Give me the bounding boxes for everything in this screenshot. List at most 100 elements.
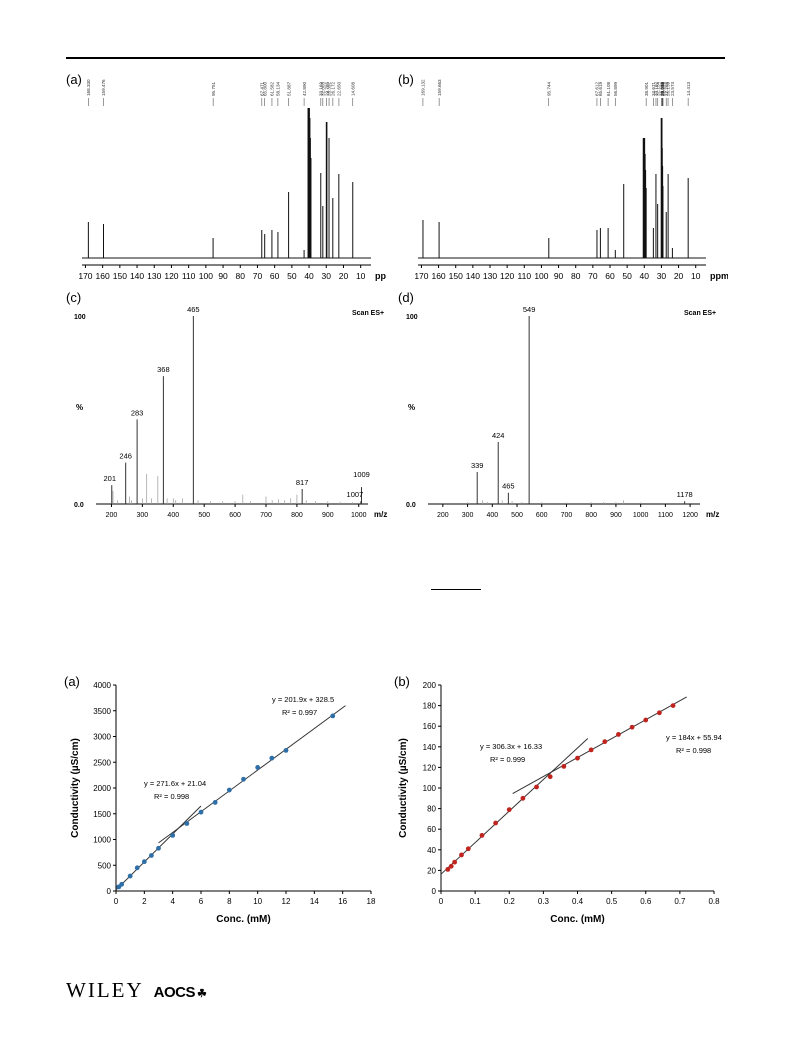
x-tick-label: 14 <box>310 897 319 906</box>
peak-label: 38.901 <box>644 82 649 96</box>
peak-label: 29.918 <box>659 82 664 96</box>
peak-label: 159.476 <box>101 79 106 96</box>
y-tick-label: 120 <box>423 763 437 772</box>
x-tick-label: 10 <box>356 271 366 281</box>
data-point <box>241 776 246 782</box>
peak-label: 26.172 <box>331 82 336 96</box>
x-tick-label: 30 <box>657 271 667 281</box>
fit-equation-low: y = 306.3x + 16.33 <box>480 742 542 751</box>
data-point <box>269 755 275 761</box>
x-tick-label: 90 <box>554 271 564 281</box>
y-tick-label: 20 <box>427 866 436 875</box>
data-point <box>283 748 289 753</box>
x-tick-label: 400 <box>167 512 179 519</box>
y-axis-top-label: 100 <box>74 314 86 321</box>
peak-label: 1009 <box>353 470 370 479</box>
x-tick-label: 40 <box>304 271 314 281</box>
data-point <box>616 732 621 737</box>
data-point <box>170 832 176 838</box>
peak-label: 549 <box>523 305 536 314</box>
data-point <box>670 703 676 708</box>
data-point <box>465 846 471 852</box>
x-axis-label: Conc. (mM) <box>550 914 604 925</box>
data-point <box>156 845 161 851</box>
peak-label: 33.182 <box>654 82 659 96</box>
y-tick-label: 140 <box>423 743 437 752</box>
x-axis-unit: ppm <box>375 271 386 281</box>
panel-label: (d) <box>398 290 414 305</box>
x-tick-label: 8 <box>227 897 232 906</box>
data-point <box>479 832 485 838</box>
data-point <box>255 765 261 770</box>
conductivity-chart-a: (a) 0 500 1000 1500 2000 2500 3000 3500 4000 0 2 4 6 8… <box>64 674 376 925</box>
peak-label: 27.203 <box>664 82 669 96</box>
mass-spectrum-c: (c) Scan ES+ 100% 0.0 200 300 400 500 600 700 800 9… <box>66 290 387 519</box>
x-tick-label: 300 <box>462 512 474 519</box>
x-tick-label: 1000 <box>633 512 649 519</box>
data-point <box>226 787 232 793</box>
x-tick-label: 50 <box>622 271 632 281</box>
x-tick-label: 20 <box>339 271 349 281</box>
fit-equation-high: y = 184x + 55.94 <box>666 733 722 742</box>
peak-label: 58.134 <box>276 82 281 96</box>
y-tick-label: 180 <box>423 702 437 711</box>
data-point <box>198 809 204 815</box>
data-point <box>452 859 458 865</box>
y-tick-label: 0 <box>432 887 437 896</box>
x-tick-label: 0.3 <box>538 897 550 906</box>
data-point <box>127 873 133 879</box>
peak-label: 817 <box>296 478 309 487</box>
data-point <box>520 795 526 801</box>
x-axis-unit: ppm <box>710 271 728 281</box>
peak-label: 26.139 <box>666 82 671 96</box>
peak-label: 22.650 <box>337 82 342 96</box>
x-tick-label: 90 <box>218 271 228 281</box>
peak-label: 29.071 <box>661 82 666 96</box>
x-tick-label: 80 <box>571 271 581 281</box>
peak-label: 33.169 <box>319 82 324 96</box>
x-tick-label: 20 <box>674 271 684 281</box>
x-tick-label: 500 <box>198 512 210 519</box>
x-tick-label: 2 <box>142 897 147 906</box>
x-tick-label: 140 <box>130 271 144 281</box>
x-tick-label: 500 <box>511 512 523 519</box>
y-axis-top-label: 100 <box>406 314 418 321</box>
y-tick-label: 80 <box>427 805 436 814</box>
y-tick-label: 4000 <box>93 681 111 690</box>
x-axis-unit: m/z <box>374 510 387 519</box>
x-tick-label: 0.1 <box>470 897 482 906</box>
x-tick-label: 80 <box>236 271 246 281</box>
x-tick-label: 120 <box>164 271 178 281</box>
peak-label: 42.890 <box>302 82 307 96</box>
data-point <box>149 853 154 858</box>
y-axis-zero-label: 0.0 <box>74 502 84 509</box>
peak-label: 29.533 <box>660 82 665 96</box>
y-tick-label: 100 <box>423 784 437 793</box>
peak-label: 283 <box>131 408 144 417</box>
x-tick-label: 4 <box>170 897 175 906</box>
peak-label: 61.582 <box>270 82 275 96</box>
data-point <box>575 755 580 761</box>
peak-label: 32.154 <box>655 82 660 96</box>
x-tick-label: 300 <box>137 512 149 519</box>
peak-label: 32.003 <box>321 82 326 96</box>
x-tick-label: 400 <box>486 512 498 519</box>
peak-label: 246 <box>119 452 132 461</box>
fit-equation-low: y = 271.6x + 21.04 <box>144 779 206 788</box>
x-tick-label: 200 <box>106 512 118 519</box>
peak-label: 168.330 <box>86 79 91 96</box>
peak-label: 29.785 <box>324 82 329 96</box>
y-axis-percent-label: % <box>76 403 83 412</box>
x-tick-label: 70 <box>253 271 263 281</box>
data-point <box>547 774 553 780</box>
peak-label: 169.132 <box>421 79 426 96</box>
fit-equation-high: y = 201.9x + 328.5 <box>272 695 334 704</box>
aocs-logo: AOCS ☘ <box>153 984 207 1001</box>
data-point <box>629 724 635 730</box>
y-tick-label: 2000 <box>93 784 111 793</box>
x-tick-label: 50 <box>287 271 297 281</box>
data-point <box>657 710 662 716</box>
peak-label: 424 <box>492 431 505 440</box>
peak-label: 95.751 <box>211 82 216 96</box>
peak-label: 51.887 <box>286 82 291 96</box>
